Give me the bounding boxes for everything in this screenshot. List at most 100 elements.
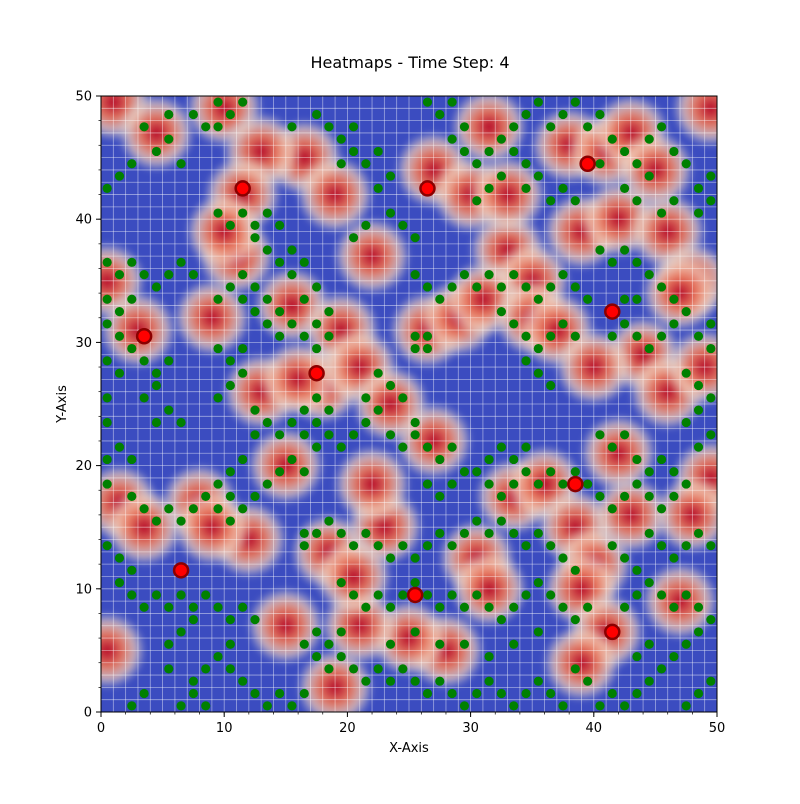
green-point-264 <box>238 454 248 465</box>
green-point-185 <box>533 343 543 354</box>
green-point-415 <box>188 615 198 625</box>
green-point-145 <box>299 430 309 440</box>
green-point-223 <box>607 442 617 452</box>
green-point-102 <box>114 368 125 378</box>
green-point-139 <box>275 430 285 440</box>
green-point-340 <box>496 615 506 625</box>
green-point-381 <box>620 553 630 563</box>
green-point-117 <box>238 294 248 304</box>
green-point-387 <box>693 602 704 612</box>
x-tick-label-3: 30 <box>462 721 479 736</box>
green-point-11 <box>127 159 137 169</box>
red-point-2 <box>579 155 596 173</box>
green-point-191 <box>546 380 556 391</box>
green-point-246 <box>472 467 482 477</box>
green-point-411 <box>706 676 716 686</box>
heat-peak-8 <box>449 96 529 167</box>
green-point-418 <box>201 664 211 674</box>
green-point-211 <box>632 294 642 304</box>
green-point-303 <box>299 541 309 551</box>
green-point-326 <box>570 565 580 575</box>
green-point-155 <box>398 393 408 403</box>
green-point-383 <box>644 578 654 588</box>
green-point-111 <box>102 393 112 403</box>
green-point-272 <box>287 454 297 465</box>
green-point-19 <box>275 220 285 230</box>
green-point-305 <box>312 528 322 538</box>
green-point-363 <box>447 688 457 699</box>
green-point-397 <box>595 701 605 711</box>
green-point-101 <box>102 356 112 366</box>
green-point-274 <box>102 541 112 551</box>
green-point-105 <box>164 356 174 366</box>
green-point-405 <box>656 541 667 551</box>
green-point-319 <box>484 528 494 538</box>
y-tick-label-3: 30 <box>75 336 92 351</box>
green-point-54 <box>533 97 543 107</box>
green-point-208 <box>620 319 630 329</box>
green-point-270 <box>262 479 272 489</box>
green-point-65 <box>583 122 593 132</box>
green-point-182 <box>496 307 506 317</box>
green-point-161 <box>435 454 445 465</box>
red-point-0 <box>234 180 251 197</box>
red-point-5 <box>308 364 325 382</box>
green-point-126 <box>324 331 334 341</box>
green-point-277 <box>114 578 125 588</box>
green-point-231 <box>656 504 667 514</box>
green-point-345 <box>558 602 568 612</box>
green-point-84 <box>558 183 568 193</box>
green-point-140 <box>287 417 297 428</box>
green-point-173 <box>484 270 494 280</box>
green-point-186 <box>546 331 556 341</box>
green-point-377 <box>484 651 494 662</box>
green-point-300 <box>176 701 186 711</box>
green-point-188 <box>570 331 580 341</box>
green-point-365 <box>472 688 482 699</box>
green-markers <box>102 97 716 711</box>
red-point-1 <box>419 180 436 197</box>
green-point-347 <box>583 602 593 612</box>
green-point-160 <box>422 442 433 452</box>
green-point-254 <box>102 479 112 489</box>
green-point-68 <box>595 159 605 169</box>
green-point-386 <box>681 590 691 600</box>
green-point-157 <box>398 442 408 452</box>
green-point-244 <box>496 491 506 501</box>
green-point-135 <box>238 368 248 378</box>
green-point-332 <box>398 590 408 600</box>
green-point-304 <box>299 528 309 538</box>
green-point-327 <box>336 578 346 588</box>
green-point-131 <box>225 356 235 366</box>
green-point-9 <box>225 109 235 120</box>
green-point-207 <box>632 331 642 341</box>
green-point-263 <box>225 467 235 477</box>
green-point-259 <box>176 516 186 526</box>
green-point-39 <box>398 220 408 230</box>
green-point-3 <box>151 146 162 157</box>
green-point-79 <box>706 171 716 181</box>
green-point-106 <box>151 380 162 391</box>
x-tick-label-2: 20 <box>339 721 356 736</box>
green-point-353 <box>324 664 334 674</box>
green-point-269 <box>250 491 260 501</box>
green-point-62 <box>546 122 556 132</box>
green-point-190 <box>533 368 543 378</box>
green-point-401 <box>644 639 654 649</box>
green-point-358 <box>385 676 396 686</box>
green-point-203 <box>681 307 691 317</box>
green-point-285 <box>213 602 223 612</box>
green-point-257 <box>151 516 162 526</box>
green-point-279 <box>139 602 149 612</box>
green-point-238 <box>570 467 580 477</box>
green-point-235 <box>607 504 617 514</box>
green-point-342 <box>521 590 531 600</box>
x-tick-label-4: 40 <box>586 721 603 736</box>
green-point-346 <box>570 615 580 625</box>
green-point-292 <box>238 676 248 686</box>
green-point-158 <box>410 417 420 428</box>
green-point-229 <box>681 479 691 489</box>
y-tick-label-4: 40 <box>75 213 92 228</box>
green-point-282 <box>176 590 186 600</box>
